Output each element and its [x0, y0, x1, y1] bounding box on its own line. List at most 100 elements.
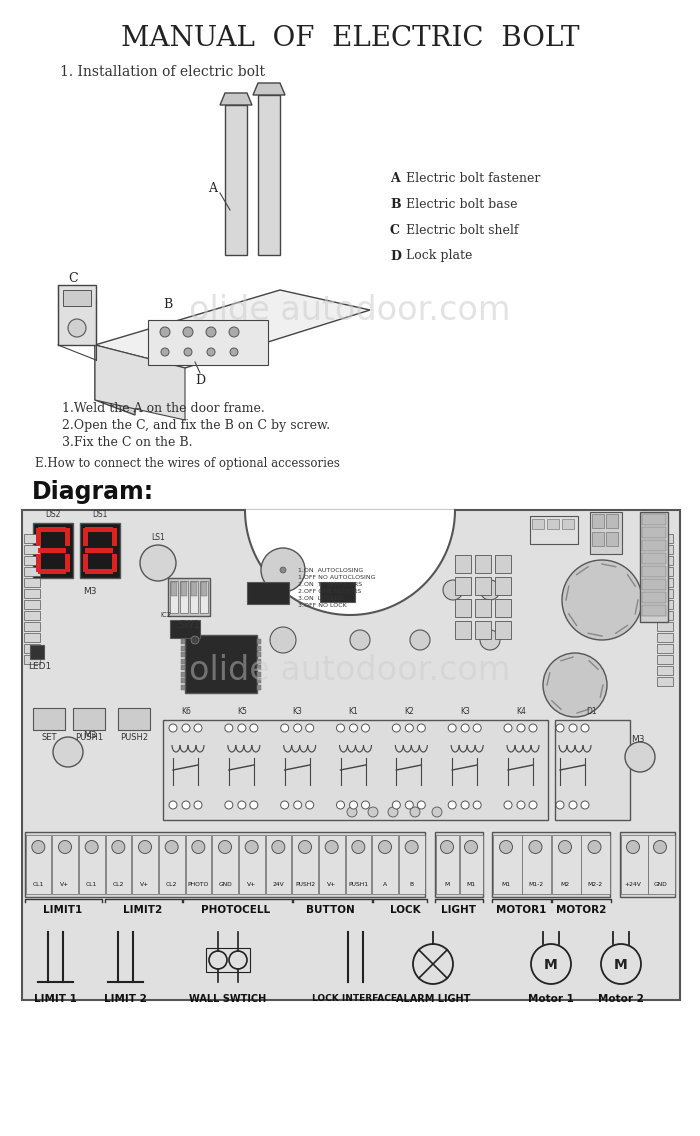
Text: V+: V+ — [247, 882, 256, 886]
Bar — [132, 835, 158, 894]
Bar — [24, 600, 40, 609]
Bar — [592, 532, 604, 546]
Bar — [657, 545, 673, 554]
Text: CL2: CL2 — [113, 882, 124, 886]
Bar — [532, 519, 544, 529]
Circle shape — [59, 841, 71, 853]
Bar — [185, 635, 257, 693]
Text: K1: K1 — [349, 707, 358, 716]
Bar — [191, 582, 197, 596]
Bar — [257, 659, 261, 663]
Text: M2-2: M2-2 — [587, 882, 602, 886]
Bar — [606, 532, 618, 546]
Text: 1.ON  AUTOCLOSING
1.OFF NO AUTOCLOSING
2.ON  TOW MOTORS
2.OFF ONE MOTORS
3.ON  L: 1.ON AUTOCLOSING 1.OFF NO AUTOCLOSING 2.… — [298, 568, 375, 608]
Bar — [399, 835, 424, 894]
Circle shape — [569, 724, 577, 732]
Bar — [455, 599, 471, 617]
Bar — [642, 579, 666, 590]
Bar — [657, 666, 673, 675]
Bar — [657, 611, 673, 620]
Text: DS2: DS2 — [46, 510, 61, 519]
Circle shape — [432, 807, 442, 817]
Bar — [493, 835, 522, 894]
Circle shape — [229, 327, 239, 337]
Text: MANUAL  OF  ELECTRIC  BOLT: MANUAL OF ELECTRIC BOLT — [120, 25, 580, 51]
Bar — [657, 588, 673, 598]
Circle shape — [207, 348, 215, 356]
Circle shape — [461, 801, 469, 809]
Circle shape — [465, 841, 477, 853]
Circle shape — [140, 545, 176, 580]
Circle shape — [350, 630, 370, 650]
Polygon shape — [220, 93, 252, 105]
Text: M3: M3 — [83, 730, 97, 740]
Bar — [247, 582, 289, 604]
Text: K4: K4 — [516, 707, 526, 716]
Bar — [642, 540, 666, 551]
Circle shape — [161, 348, 169, 356]
Bar — [24, 556, 40, 565]
Circle shape — [160, 327, 170, 337]
Circle shape — [529, 801, 537, 809]
Circle shape — [225, 724, 233, 732]
Bar — [657, 655, 673, 665]
Bar — [181, 665, 185, 670]
Text: D: D — [390, 250, 401, 262]
Circle shape — [388, 807, 398, 817]
Circle shape — [182, 801, 190, 809]
Bar — [435, 832, 483, 897]
Circle shape — [581, 724, 589, 732]
Circle shape — [169, 724, 177, 732]
Circle shape — [448, 724, 456, 732]
Text: Electric bolt shelf: Electric bolt shelf — [406, 224, 519, 236]
Circle shape — [410, 630, 430, 650]
Bar — [181, 645, 185, 651]
Polygon shape — [253, 83, 285, 95]
Bar — [620, 832, 675, 897]
Bar — [181, 652, 185, 657]
Text: M3: M3 — [83, 587, 97, 596]
Bar — [24, 623, 40, 630]
Bar — [148, 320, 268, 365]
Circle shape — [250, 801, 258, 809]
Text: LIGHT: LIGHT — [442, 905, 477, 914]
Text: E.How to connect the wires of optional accessories: E.How to connect the wires of optional a… — [35, 457, 340, 469]
Circle shape — [280, 567, 286, 573]
Circle shape — [281, 724, 288, 732]
Bar — [225, 105, 247, 254]
Text: LIMIT2: LIMIT2 — [123, 905, 162, 914]
Bar — [495, 556, 511, 573]
Bar — [36, 528, 41, 546]
Bar — [65, 554, 70, 573]
Circle shape — [53, 737, 83, 767]
Text: olide autodoor.com: olide autodoor.com — [189, 293, 511, 326]
Text: BUTTON: BUTTON — [306, 905, 354, 914]
Bar — [475, 621, 491, 638]
Bar — [581, 835, 610, 894]
Circle shape — [500, 841, 512, 853]
Circle shape — [588, 841, 601, 853]
Text: M: M — [614, 958, 628, 972]
Circle shape — [352, 841, 365, 853]
Circle shape — [68, 319, 86, 337]
Bar — [555, 720, 630, 820]
Circle shape — [238, 801, 246, 809]
Text: C: C — [68, 272, 78, 284]
Bar — [475, 577, 491, 595]
Bar — [495, 621, 511, 638]
Bar — [475, 556, 491, 573]
Circle shape — [504, 724, 512, 732]
Bar — [206, 949, 250, 972]
Bar — [112, 554, 117, 573]
Text: B: B — [163, 299, 173, 311]
Polygon shape — [95, 345, 185, 420]
Text: ALARM LIGHT: ALARM LIGHT — [395, 994, 470, 1004]
Text: K5: K5 — [237, 707, 247, 716]
Bar — [530, 516, 578, 544]
Bar — [171, 582, 177, 596]
Bar — [159, 835, 185, 894]
Bar — [257, 645, 261, 651]
Bar — [24, 644, 40, 653]
Circle shape — [261, 548, 305, 592]
Text: SW1: SW1 — [178, 620, 200, 630]
